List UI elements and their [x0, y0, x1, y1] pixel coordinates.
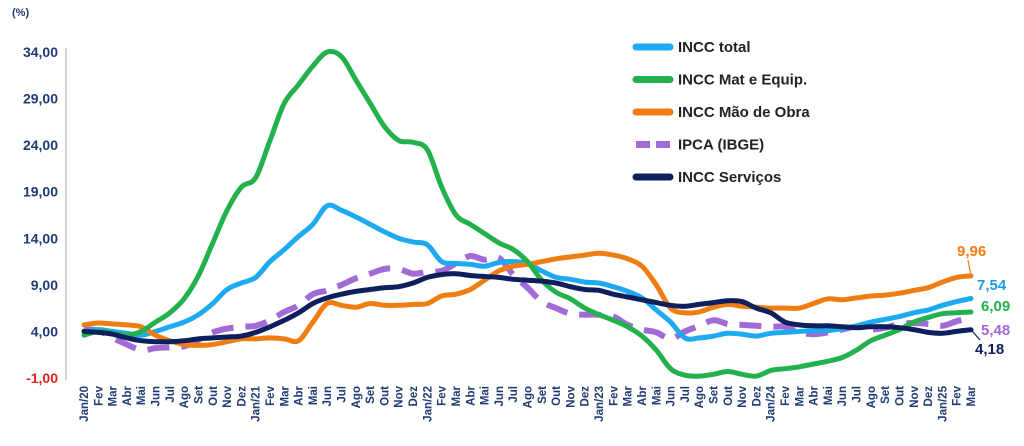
x-tick-label: Jul — [852, 386, 864, 403]
legend-label-incc-servicos: INCC Serviços — [678, 169, 781, 186]
x-tick-label: Mar — [623, 385, 635, 406]
y-tick-label: 4,00 — [31, 323, 58, 339]
x-tick-label: Nov — [909, 385, 921, 407]
x-tick-label: Jun — [322, 386, 334, 406]
x-tick-label: Jan/21 — [251, 385, 263, 421]
x-tick-label: Fev — [437, 385, 449, 405]
x-tick-label: Set — [537, 386, 549, 404]
end-value-label-incc-mat-e-equip: 6,09 — [981, 298, 1010, 315]
x-tick-label: Nov — [565, 385, 577, 407]
axes: (%) 34,00 29,00 24,00 19,00 14,00 9,00 4,00 -1,0… — [12, 7, 978, 422]
x-tick-label: Out — [551, 386, 563, 406]
x-tick-label: Jun — [494, 386, 506, 406]
end-labels: 7,54 6,09 9,96 5,48 4,18 — [957, 243, 1010, 358]
x-tick-label: Jul — [337, 386, 349, 403]
x-tick-label: Fev — [93, 385, 105, 405]
leader-line — [967, 259, 972, 277]
x-tick-label: Mai — [480, 386, 492, 405]
x-tick-label: Fev — [952, 385, 964, 405]
end-value-label-ipca-ibge: 5,48 — [981, 322, 1010, 339]
x-tick-label: Jul — [508, 386, 520, 403]
x-tick-label: Dez — [751, 386, 763, 407]
legend-label-incc-mat-e-equip: INCC Mat e Equip. — [678, 72, 807, 89]
y-tick-label: -1,00 — [26, 370, 58, 386]
series-line-incc-total — [81, 202, 974, 342]
x-tick-label: Mai — [823, 386, 835, 405]
x-tick-label: Mar — [279, 385, 291, 406]
x-tick-label: Set — [708, 386, 720, 404]
x-tick-label: Jan/24 — [766, 385, 778, 421]
y-tick-label: 29,00 — [23, 91, 58, 107]
legend-label-incc-total: INCC total — [678, 39, 751, 56]
x-tick-label: Mar — [966, 385, 978, 406]
x-tick-label: Out — [379, 386, 391, 406]
y-tick-label: 34,00 — [23, 44, 58, 60]
x-tick-label: Jan/23 — [594, 386, 606, 422]
x-tick-label: Set — [880, 386, 892, 404]
x-tick-label: Dez — [236, 386, 248, 407]
x-tick-label: Nov — [737, 385, 749, 407]
legend: INCC total INCC Mat e Equip. INCC Mão de O… — [632, 39, 810, 186]
y-tick-label: 24,00 — [23, 137, 58, 153]
x-tick-label: Out — [894, 386, 906, 406]
x-tick-label: Fev — [608, 385, 620, 405]
end-value-label-incc-total: 7,54 — [977, 277, 1007, 294]
x-tick-label: Out — [208, 386, 220, 406]
x-tick-label: Fev — [780, 385, 792, 405]
x-tick-label: Mar — [451, 385, 463, 406]
x-tick-label: Ago — [179, 386, 191, 408]
x-tick-label: Dez — [408, 386, 420, 407]
x-tick-label: Mar — [108, 385, 120, 406]
x-tick-label: Nov — [222, 385, 234, 407]
x-tick-label: Abr — [294, 385, 306, 405]
x-tick-label: Mai — [651, 386, 663, 405]
x-tick-label: Set — [193, 386, 205, 404]
x-tick-label: Jun — [837, 386, 849, 406]
x-tick-label: Abr — [465, 385, 477, 405]
x-tick-label: Mai — [308, 386, 320, 405]
end-value-label-incc-mao-de-obra: 9,96 — [957, 243, 986, 260]
x-tick-label: Jun — [151, 386, 163, 406]
y-axis-unit: (%) — [12, 7, 29, 19]
y-tick-label: 14,00 — [23, 230, 58, 246]
x-tick-label: Out — [723, 386, 735, 406]
x-tick-label: Ago — [694, 386, 706, 408]
x-tick-label: Abr — [122, 385, 134, 405]
legend-label-incc-mao-de-obra: INCC Mão de Obra — [678, 104, 810, 121]
legend-label-ipca-ibge: IPCA (IBGE) — [678, 137, 764, 154]
x-tick-label: Mai — [136, 386, 148, 405]
x-tick-label: Set — [365, 386, 377, 404]
x-tick-label: Ago — [351, 386, 363, 408]
x-tick-label: Jan/20 — [79, 386, 91, 422]
x-tick-label: Dez — [580, 386, 592, 407]
series-lines — [81, 48, 974, 379]
x-tick-label: Fev — [265, 385, 277, 405]
x-tick-label: Jan/25 — [937, 385, 949, 421]
y-tick-label: 9,00 — [31, 277, 58, 293]
x-tick-label: Jul — [165, 386, 177, 403]
x-tick-label: Mar — [794, 385, 806, 406]
end-value-label-incc-servicos: 4,18 — [975, 341, 1004, 358]
x-tick-label: Ago — [866, 386, 878, 408]
x-tick-label: Jan/22 — [422, 386, 434, 422]
x-tick-label: Abr — [809, 385, 821, 405]
x-tick-label: Dez — [923, 386, 935, 407]
series-line-incc-servicos — [81, 271, 974, 345]
series-line-incc-mat-e-equip — [81, 48, 974, 379]
x-tick-label: Ago — [523, 386, 535, 408]
leader-line — [970, 329, 981, 341]
x-tick-label: Jul — [680, 386, 692, 403]
y-tick-label: 19,00 — [23, 184, 58, 200]
x-tick-label: Jun — [666, 386, 678, 406]
x-tick-label: Nov — [394, 385, 406, 407]
x-tick-label: Abr — [637, 385, 649, 405]
